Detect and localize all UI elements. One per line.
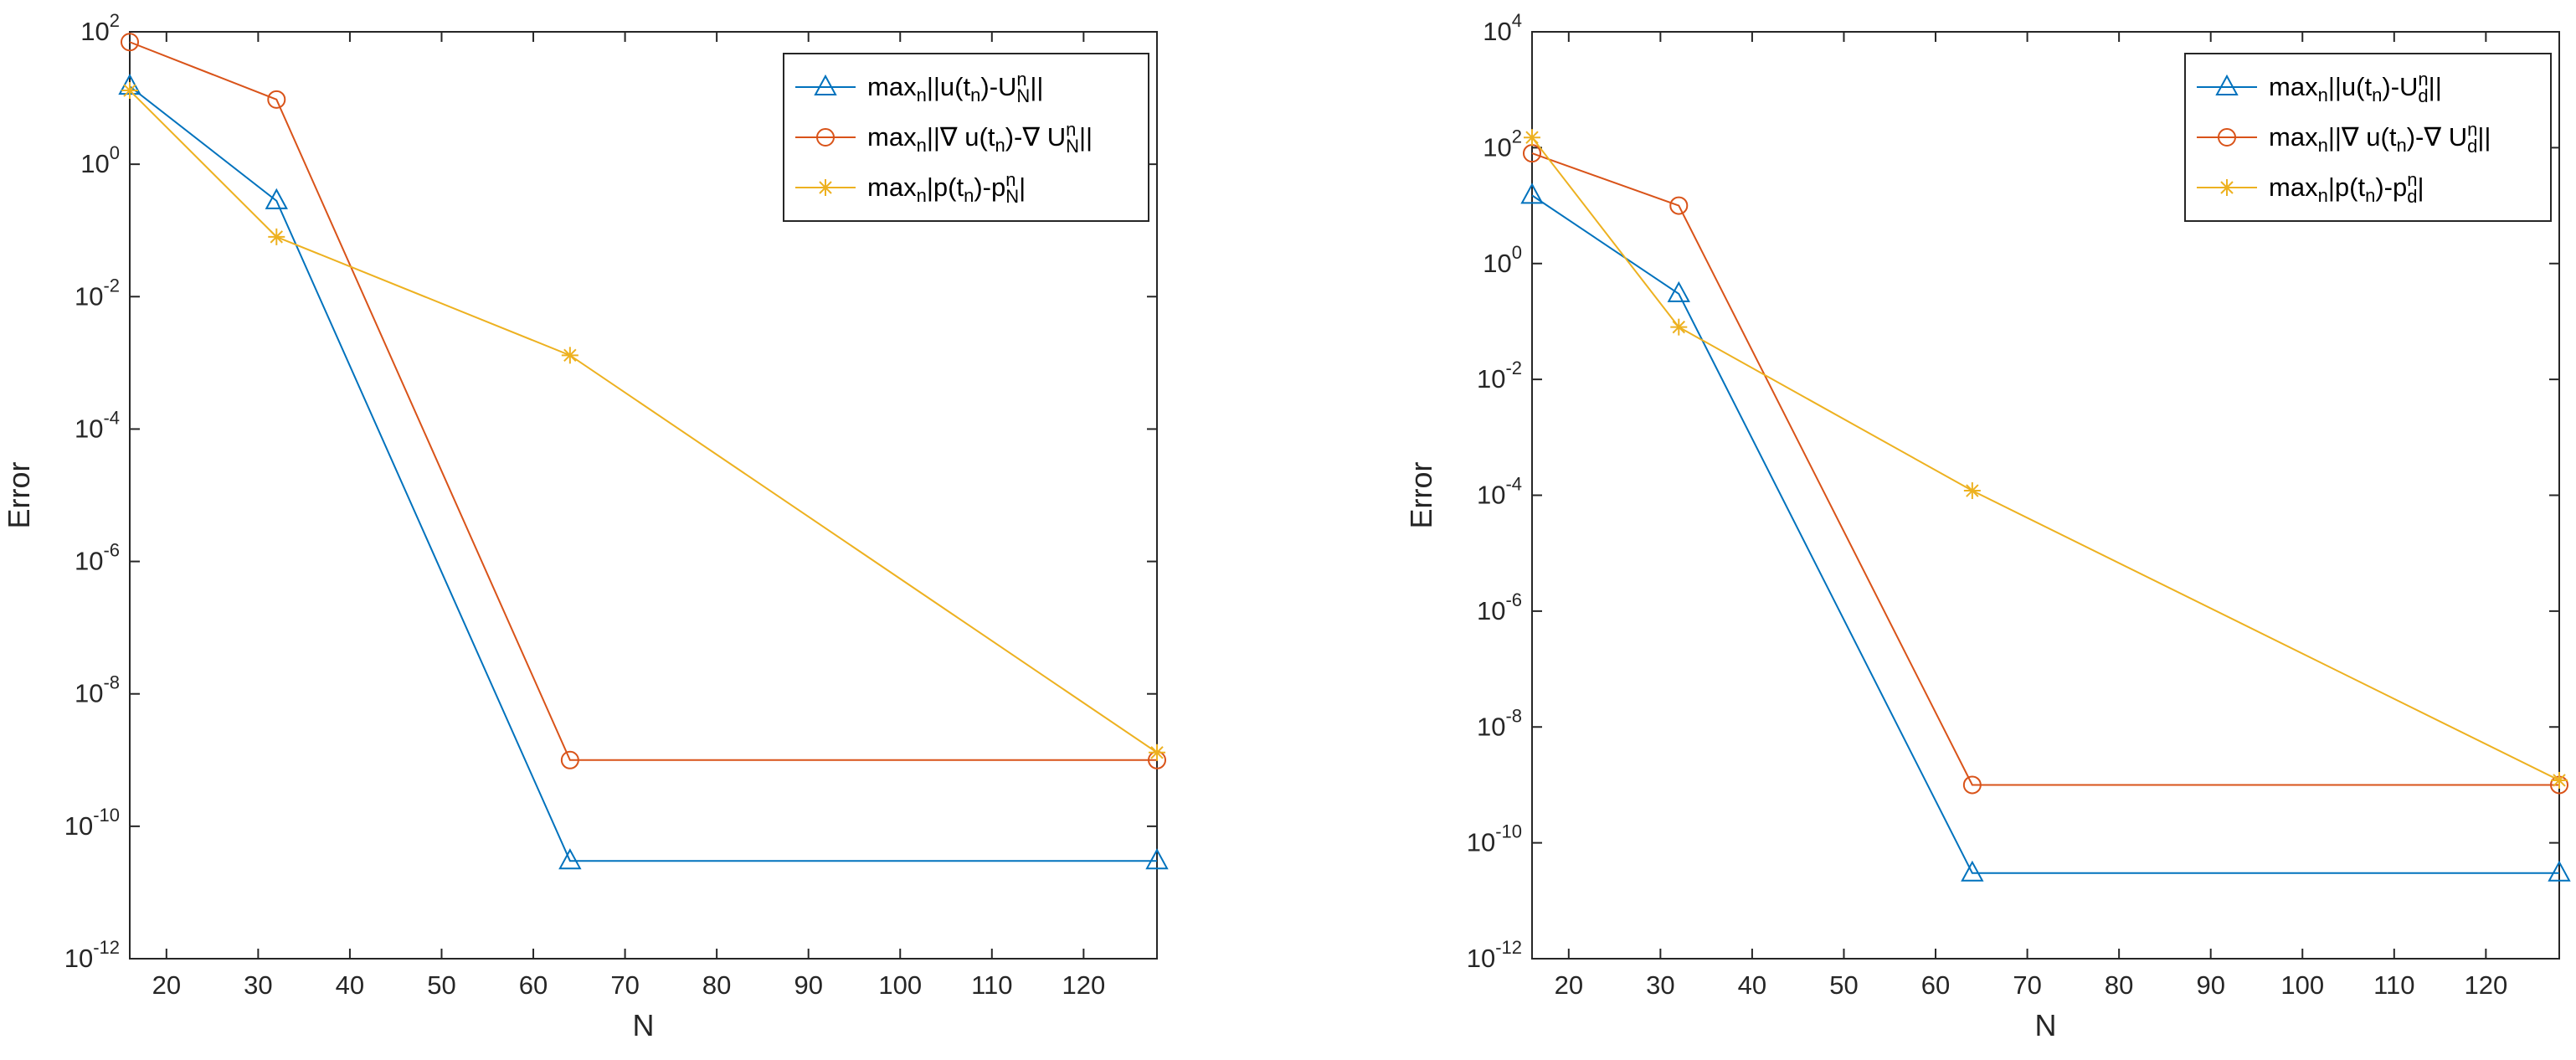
x-tick-label: 80 (702, 970, 731, 1000)
data-point-series-3 (561, 347, 578, 364)
legend-label: maxn|p(tn)-pn N| (867, 169, 1026, 207)
x-tick-label: 40 (336, 970, 364, 1000)
data-point-series-1 (558, 848, 582, 870)
legend-label: maxn||∇ u(tn)-∇ Un N|| (867, 119, 1093, 157)
series-line-3 (1531, 136, 2560, 781)
legend-marker (816, 128, 835, 147)
legend: maxn||u(tn)-Un d|| maxn||∇ u(tn)-∇ Un d|| ma… (2184, 53, 2552, 222)
x-tick-label: 70 (610, 970, 639, 1000)
x-tick-label: 30 (1646, 970, 1674, 1000)
x-tick-label: 100 (2280, 970, 2324, 1000)
legend-item-1: maxn||u(tn)-Un d|| (2197, 69, 2442, 106)
y-tick-label: 10-2 (1477, 358, 1522, 394)
y-tick-label: 102 (80, 10, 120, 46)
x-tick-label: 50 (1829, 970, 1858, 1000)
data-point-series-1 (1520, 183, 1544, 204)
y-tick-label: 10-4 (1477, 474, 1522, 510)
data-point-series-2 (267, 90, 286, 109)
x-tick-label: 80 (2105, 970, 2133, 1000)
data-point-series-3 (268, 228, 285, 245)
y-tick-label: 10-6 (75, 540, 120, 576)
y-tick-label: 10-8 (75, 672, 120, 708)
x-tick-label: 20 (152, 970, 181, 1000)
legend-item-1: maxn||u(tn)-Un N|| (795, 69, 1043, 106)
series-line-2 (1531, 152, 2559, 786)
data-point-series-3 (1670, 318, 1688, 336)
data-point-series-1 (1145, 848, 1169, 870)
data-point-series-3 (121, 82, 138, 100)
data-point-series-1 (1961, 860, 1984, 882)
y-tick-label: 100 (1483, 242, 1522, 278)
x-tick-label: 90 (2196, 970, 2224, 1000)
y-tick-label: 10-12 (64, 937, 120, 973)
x-tick-label: 30 (244, 970, 272, 1000)
x-tick-label: 110 (2373, 970, 2414, 1000)
data-point-series-2 (1669, 196, 1689, 215)
data-point-series-2 (121, 33, 139, 52)
legend-marker (817, 179, 834, 196)
legend-label: maxn||u(tn)-Un d|| (2269, 69, 2442, 106)
y-tick-label: 10-8 (1477, 705, 1522, 741)
x-axis-label: N (2035, 1008, 2057, 1042)
legend-marker (814, 74, 837, 95)
series-line-1 (1531, 194, 2559, 874)
x-tick-label: 60 (519, 970, 548, 1000)
legend-item-2: maxn||∇ u(tn)-∇ Un N|| (795, 119, 1093, 157)
legend-marker (2218, 128, 2236, 147)
data-point-series-1 (2548, 860, 2571, 882)
data-point-series-3 (2551, 771, 2568, 789)
y-tick-label: 10-10 (64, 805, 120, 841)
y-axis-label: Error (2, 461, 36, 528)
x-tick-label: 90 (794, 970, 822, 1000)
x-tick-label: 60 (1921, 970, 1950, 1000)
x-tick-label: 120 (1062, 970, 1105, 1000)
y-tick-label: 102 (1483, 126, 1522, 162)
x-tick-label: 20 (1555, 970, 1583, 1000)
y-tick-label: 10-12 (1467, 937, 1522, 973)
legend-label: maxn||∇ u(tn)-∇ Un d|| (2269, 119, 2491, 157)
series-line-2 (129, 41, 1157, 761)
legend-item-2: maxn||∇ u(tn)-∇ Un d|| (2197, 119, 2491, 157)
x-tick-label: 70 (2013, 970, 2041, 1000)
data-point-series-2 (1962, 775, 1982, 795)
y-axis-label: Error (1404, 461, 1438, 528)
x-axis-label: N (633, 1008, 655, 1042)
right-chart-panel: 20 30 40 50 60 70 80 90 100 110 120 10-12 10-10 10-8 1… (1404, 10, 2571, 1042)
x-tick-label: 110 (971, 970, 1012, 1000)
y-tick-label: 10-10 (1467, 821, 1522, 857)
y-tick-label: 100 (80, 142, 120, 178)
data-point-series-2 (560, 750, 579, 769)
legend-marker (2219, 179, 2235, 196)
x-tick-label: 120 (2464, 970, 2507, 1000)
legend-label: maxn||u(tn)-Un N|| (867, 69, 1043, 106)
legend-marker (2215, 74, 2239, 95)
x-tick-label: 100 (878, 970, 922, 1000)
y-tick-label: 10-2 (75, 275, 120, 311)
legend-item-3: maxn|p(tn)-pn d| (2197, 169, 2424, 207)
data-point-series-3 (1524, 129, 1540, 147)
y-tick-label: 10-4 (75, 407, 120, 443)
x-tick-label: 50 (427, 970, 455, 1000)
legend-item-3: maxn|p(tn)-pn N| (795, 169, 1026, 207)
legend: maxn||u(tn)-Un N|| maxn||∇ u(tn)-∇ Un N|| ma… (783, 53, 1149, 222)
data-point-series-1 (265, 188, 288, 209)
data-point-series-3 (1963, 482, 1981, 500)
y-tick-label: 10-6 (1477, 589, 1522, 625)
x-tick-label: 40 (1738, 970, 1766, 1000)
series-line-3 (129, 90, 1158, 754)
y-tick-label: 104 (1483, 10, 1522, 46)
series-line-1 (129, 85, 1157, 862)
left-chart-panel: 20 30 40 50 60 70 80 90 100 110 120 10-12 10-10 10-8 1… (2, 10, 1169, 1042)
data-point-series-1 (1667, 280, 1690, 302)
data-point-series-3 (1149, 744, 1165, 761)
legend-label: maxn|p(tn)-pn d| (2269, 169, 2424, 207)
